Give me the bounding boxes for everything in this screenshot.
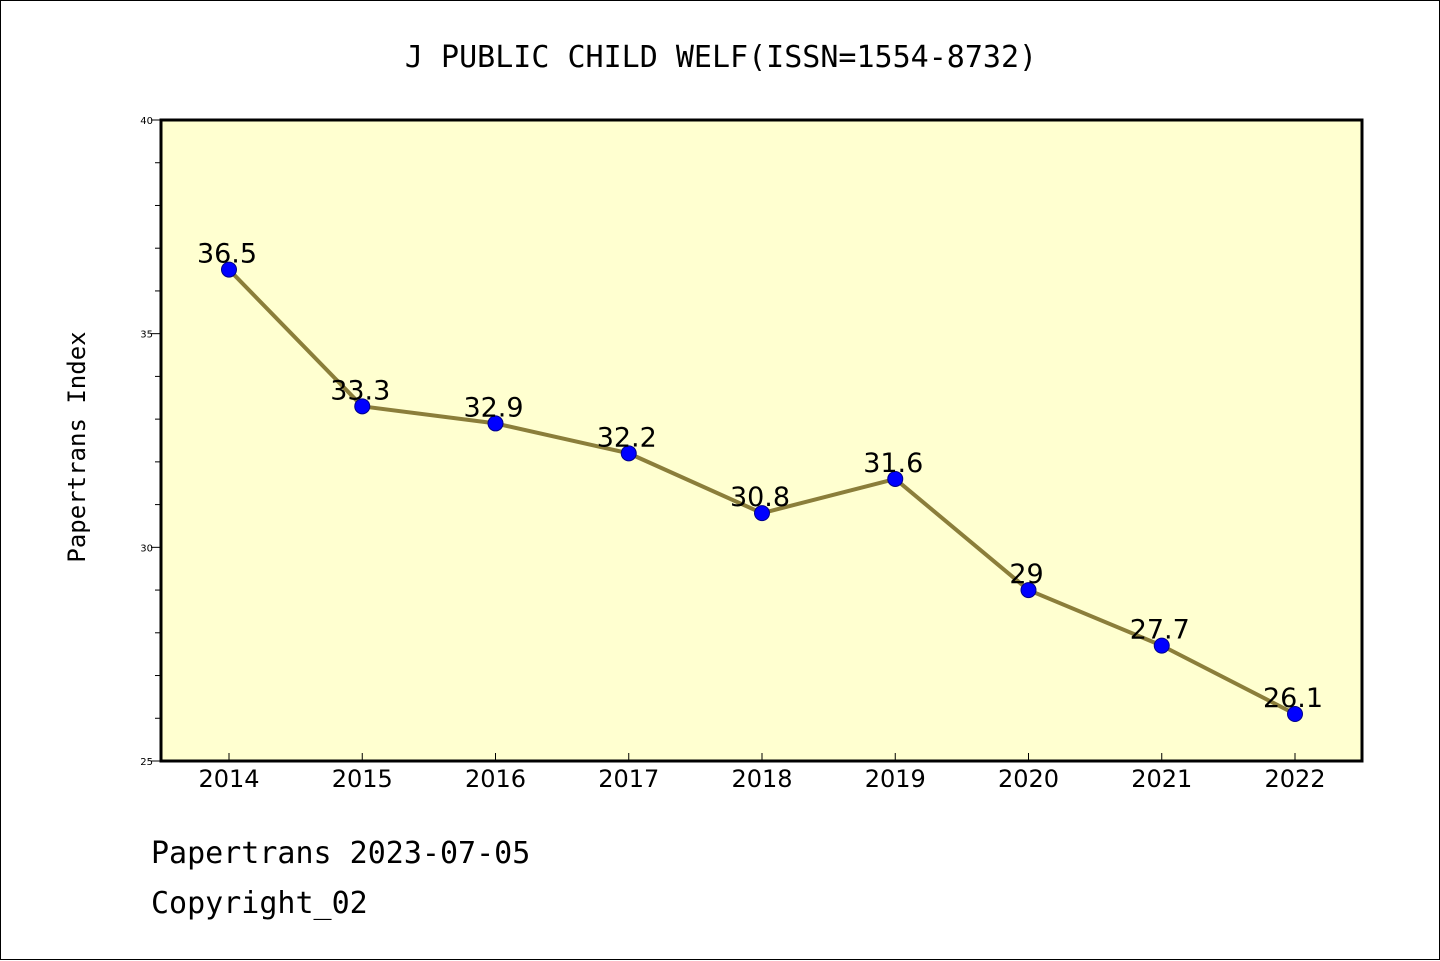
- data-label: 36.5: [197, 239, 257, 270]
- y-tick-label: 40: [140, 116, 153, 127]
- data-point: [487, 415, 504, 432]
- x-tick-label: 2022: [1264, 765, 1325, 793]
- data-point: [1153, 637, 1170, 654]
- x-tick-label: 2018: [731, 765, 792, 793]
- x-tick-label: 2019: [865, 765, 926, 793]
- data-point: [354, 398, 371, 415]
- data-label: 29: [1009, 559, 1043, 590]
- y-axis-label: Papertrans Index: [63, 331, 91, 562]
- x-tick-label: 2020: [998, 765, 1059, 793]
- x-tick-label: 2015: [332, 765, 393, 793]
- data-point: [1287, 705, 1303, 722]
- data-label: 27.7: [1130, 615, 1190, 646]
- data-markers: [221, 261, 1303, 722]
- y-axis-tick-labels: 25 30 35 40: [140, 116, 153, 768]
- x-tick-label: 2017: [598, 765, 659, 793]
- x-tick-label: 2014: [198, 765, 259, 793]
- plot-border: [159, 118, 1364, 763]
- data-label: 31.6: [863, 448, 923, 479]
- chart-title: J PUBLIC CHILD WELF(ISSN=1554-8732): [405, 40, 1037, 75]
- y-tick-label: 35: [140, 330, 153, 341]
- footer-date: Papertrans 2023-07-05: [151, 836, 531, 871]
- data-point: [620, 445, 637, 462]
- plot-area: [161, 120, 1362, 761]
- data-label: 30.8: [730, 482, 790, 513]
- data-label: 33.3: [330, 375, 390, 406]
- y-tick-label: 25: [140, 757, 153, 768]
- data-label: 26.1: [1263, 683, 1323, 714]
- data-point: [221, 261, 237, 278]
- data-point: [754, 505, 770, 522]
- data-point: [1020, 582, 1037, 599]
- data-label: 32.9: [463, 392, 523, 423]
- footer-copyright: Copyright_02: [151, 886, 368, 921]
- x-axis-tick-labels: 2014 2015 2016 2017 2018 2019 2020 2021 2022: [198, 765, 1325, 793]
- x-tick-label: 2016: [465, 765, 526, 793]
- y-tick-label: 30: [140, 543, 153, 554]
- data-label: 32.2: [597, 422, 657, 453]
- x-tick-label: 2021: [1131, 765, 1192, 793]
- data-labels: 36.5 33.3 32.9 32.2 30.8 31.6 29 27.7 26.1: [197, 239, 1323, 714]
- data-point: [887, 470, 904, 487]
